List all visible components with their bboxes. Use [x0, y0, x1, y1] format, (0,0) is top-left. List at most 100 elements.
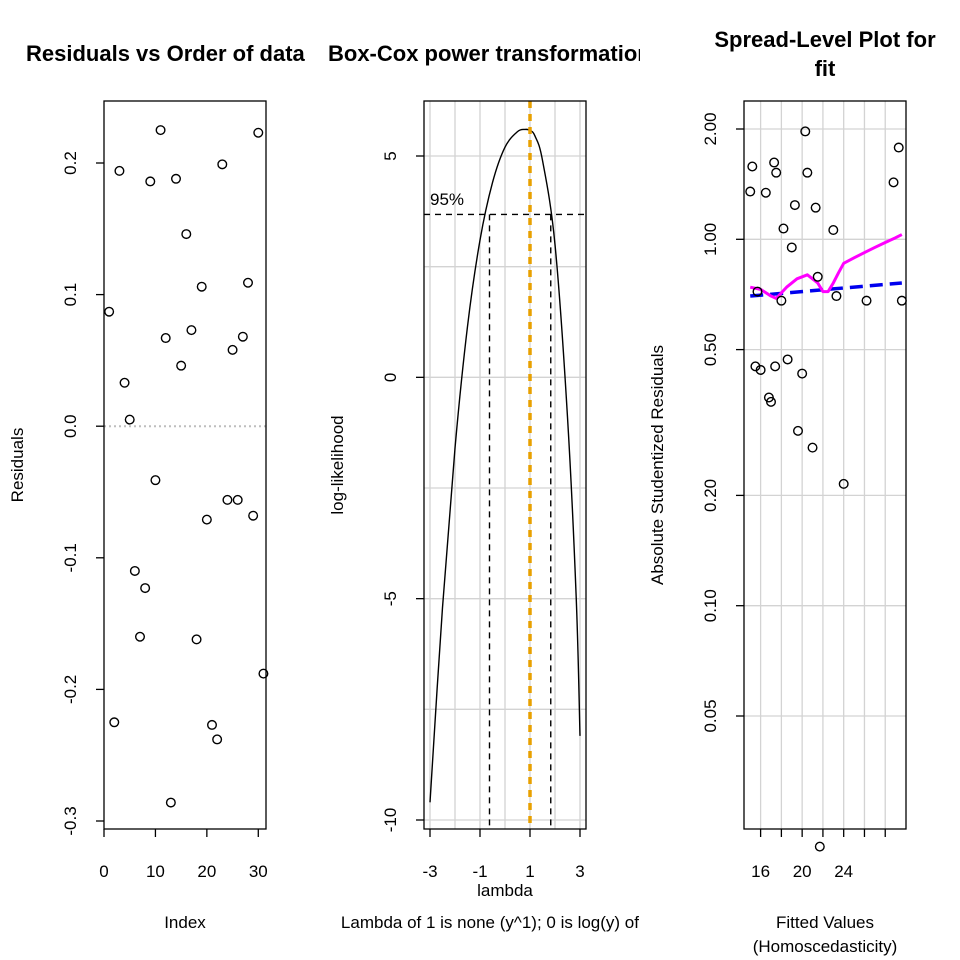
- residuals-x-tick-label: 30: [249, 862, 268, 881]
- spread-point: [793, 425, 804, 436]
- residual-point: [222, 494, 233, 505]
- residuals-x-tick-label: 0: [99, 862, 108, 881]
- boxcox-y-tick-label: -10: [381, 808, 400, 833]
- spread-point: [782, 354, 793, 365]
- spread-y-tick-label: 1.00: [701, 223, 720, 256]
- residual-point: [196, 281, 207, 292]
- spread-point: [896, 295, 907, 306]
- residual-point: [258, 668, 269, 679]
- residual-point: [134, 631, 145, 642]
- boxcox-x-tick-label: 1: [525, 862, 534, 881]
- spread-fit-line: [750, 281, 902, 298]
- boxcox-x-tick-label: -3: [422, 862, 437, 881]
- panel-spread-title-line1: Spread-Level Plot for: [714, 27, 936, 52]
- residual-point: [124, 414, 135, 425]
- residual-point: [104, 306, 115, 317]
- residual-point: [129, 565, 140, 576]
- residuals-x-tick-label: 20: [197, 862, 216, 881]
- residual-point: [176, 360, 187, 371]
- panel-residuals-title: Residuals vs Order of data: [26, 41, 306, 66]
- residual-point: [155, 125, 166, 136]
- spread-frame: [743, 100, 907, 830]
- residual-point: [232, 494, 243, 505]
- panel-boxcox-subtitle: Lambda of 1 is none (y^1); 0 is log(y) o…: [341, 913, 639, 932]
- spread-point: [800, 126, 811, 137]
- residual-point: [119, 377, 130, 388]
- spread-point: [760, 187, 771, 198]
- spread-x-tick-label: 16: [751, 862, 770, 881]
- residual-point: [165, 797, 176, 808]
- residual-point: [201, 514, 212, 525]
- residual-point: [253, 127, 264, 138]
- panel-boxcox-marks: 95% -3 -1 1 3 -10 -5 0 5: [381, 100, 587, 881]
- boxcox-loglik-curve: [429, 128, 581, 803]
- residual-point: [140, 583, 151, 594]
- boxcox-x-tick-label: -1: [472, 862, 487, 881]
- boxcox-y-tick-label: -5: [381, 591, 400, 606]
- residuals-frame: [103, 100, 267, 830]
- residuals-x-tick-label: 10: [146, 862, 165, 881]
- spread-point: [747, 161, 758, 172]
- spread-x-tick-label: 24: [834, 862, 853, 881]
- spread-point: [776, 295, 787, 306]
- residual-point: [227, 344, 238, 355]
- spread-point: [812, 271, 823, 282]
- spread-point: [755, 364, 766, 375]
- spread-point: [766, 396, 777, 407]
- panel-spread-xlabel: Fitted Values: [776, 913, 874, 932]
- residual-point: [237, 331, 248, 342]
- residual-point: [206, 719, 217, 730]
- spread-y-tick-label: 2.00: [701, 112, 720, 145]
- spread-x-tick-label: 20: [793, 862, 812, 881]
- panel-residuals-ylabel: Residuals: [8, 428, 27, 503]
- boxcox-x-tick-label: 3: [575, 862, 584, 881]
- panel-residuals-xlabel: Index: [164, 913, 206, 932]
- spread-point: [831, 291, 842, 302]
- spread-point: [770, 361, 781, 372]
- residuals-y-tick-label: -0.3: [61, 806, 80, 835]
- panel-boxcox-title: Box-Cox power transformation: [328, 41, 651, 66]
- residual-point: [217, 159, 228, 170]
- residual-point: [160, 333, 171, 344]
- residual-point: [186, 325, 197, 336]
- spread-point: [745, 186, 756, 197]
- residuals-y-tick-label: -0.2: [61, 675, 80, 704]
- panel-spread-marks: 16 20 24 0.05 0.10 0.20 0.50 1.00 2.00: [701, 100, 907, 881]
- spread-point: [778, 223, 789, 234]
- residual-point: [248, 510, 259, 521]
- boxcox-y-tick-label: 5: [381, 151, 400, 160]
- residual-point: [191, 634, 202, 645]
- panel-spread: 16 20 24 0.05 0.10 0.20 0.50 1.00 2.00 Spread-Le…: [648, 27, 936, 956]
- spread-point: [789, 200, 800, 211]
- panel-boxcox-xlabel: lambda: [477, 881, 533, 900]
- residuals-y-tick-label: 0.2: [61, 151, 80, 175]
- spread-point: [838, 478, 849, 489]
- boxcox-ci-label: 95%: [430, 190, 464, 209]
- panel-boxcox: 95% -3 -1 1 3 -10 -5 0 5 Box-Cox power transform…: [328, 41, 651, 932]
- boxcox-frame: [423, 100, 587, 830]
- residual-point: [114, 165, 125, 176]
- panel-spread-xlabel2: (Homoscedasticity): [753, 937, 898, 956]
- spread-point: [752, 286, 763, 297]
- spread-point: [861, 295, 872, 306]
- residual-point: [212, 734, 223, 745]
- residuals-y-tick-label: -0.1: [61, 543, 80, 572]
- spread-point: [771, 167, 782, 178]
- spread-point: [807, 442, 818, 453]
- spread-point: [888, 177, 899, 188]
- spread-y-tick-label: 0.50: [701, 333, 720, 366]
- spread-point: [810, 202, 821, 213]
- spread-y-tick-label: 0.05: [701, 699, 720, 732]
- residual-point: [145, 176, 156, 187]
- spread-y-tick-label: 0.10: [701, 589, 720, 622]
- panel-spread-title-line2: fit: [815, 56, 836, 81]
- residual-point: [170, 173, 181, 184]
- residuals-y-tick-label: 0.0: [61, 414, 80, 438]
- spread-smoother-line: [749, 233, 903, 300]
- panel-residuals: 0 10 20 30 -0.3 -0.2 -0.1 0.0 0.1 0.2 Residuals v…: [8, 41, 306, 932]
- residuals-y-tick-label: 0.1: [61, 283, 80, 307]
- spread-point: [769, 157, 780, 168]
- residual-point: [181, 229, 192, 240]
- panel-boxcox-ylabel: log-likelihood: [328, 415, 347, 514]
- panel-spread-ylabel: Absolute Studentized Residuals: [648, 345, 667, 585]
